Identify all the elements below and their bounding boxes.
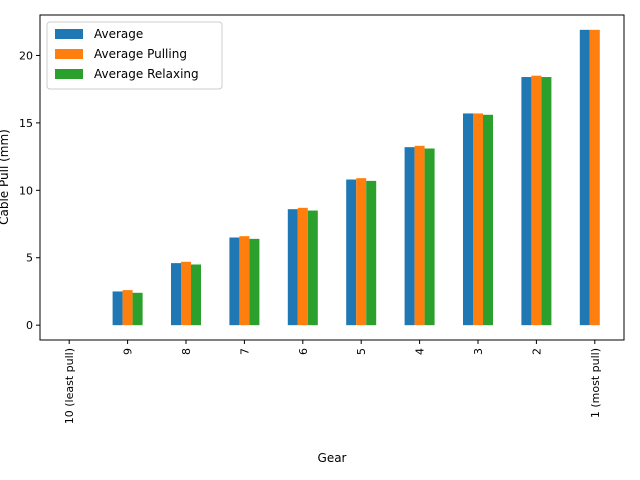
legend-label: Average Relaxing — [94, 67, 199, 81]
bar — [122, 290, 133, 326]
bar — [579, 29, 590, 326]
x-tick-label: 3 — [472, 348, 485, 355]
legend-box — [46, 21, 223, 90]
y-axis: 0 5 10 15 20 — [19, 49, 40, 332]
x-tick-label: 2 — [530, 348, 543, 355]
x-tick-label: 6 — [297, 348, 310, 355]
bar — [366, 180, 377, 326]
bar — [112, 291, 123, 326]
bar — [424, 148, 435, 326]
x-tick-label: 10 (least pull) — [63, 348, 76, 424]
bar — [531, 75, 542, 326]
bar — [132, 292, 143, 326]
bar — [356, 178, 367, 326]
y-tick-label: 10 — [19, 184, 33, 197]
x-tick-label: 9 — [122, 348, 135, 355]
bar — [414, 145, 425, 326]
x-axis-label: Gear — [318, 451, 347, 465]
legend-swatch — [55, 49, 83, 59]
bar — [191, 264, 201, 326]
y-tick-label: 15 — [19, 117, 33, 130]
x-axis: 10 (least pull) 9 8 7 6 5 4 3 2 1 (most pull) — [63, 340, 602, 424]
bar — [589, 29, 600, 326]
legend: Average Average Pulling Average Relaxing — [46, 21, 223, 90]
y-tick-label: 5 — [26, 252, 33, 265]
y-tick-label: 0 — [26, 319, 33, 332]
bar — [404, 147, 415, 326]
x-tick-label: 5 — [355, 348, 368, 355]
bar — [346, 179, 357, 326]
bar — [249, 238, 260, 326]
x-tick-label: 7 — [238, 348, 251, 355]
legend-swatch — [55, 69, 83, 79]
bar — [307, 210, 318, 326]
bar — [171, 263, 181, 326]
y-tick-label: 20 — [19, 49, 33, 62]
bar — [483, 114, 493, 326]
bar — [181, 261, 191, 326]
bar — [473, 113, 483, 326]
x-tick-label: 1 (most pull) — [589, 348, 602, 418]
legend-label: Average — [94, 27, 143, 41]
bar — [239, 236, 250, 326]
bar — [287, 209, 298, 326]
x-tick-label: 4 — [414, 348, 427, 355]
y-axis-label: Cable Pull (mm) — [0, 129, 11, 225]
bar — [541, 77, 552, 326]
bars-layer — [112, 29, 600, 326]
legend-label: Average Pulling — [94, 47, 187, 61]
x-tick-label: 8 — [180, 348, 193, 355]
bar — [297, 207, 308, 326]
bar — [521, 77, 532, 326]
bar — [229, 237, 240, 326]
bar — [463, 113, 473, 326]
plot-frame — [39, 14, 625, 341]
legend-swatch — [55, 29, 83, 39]
